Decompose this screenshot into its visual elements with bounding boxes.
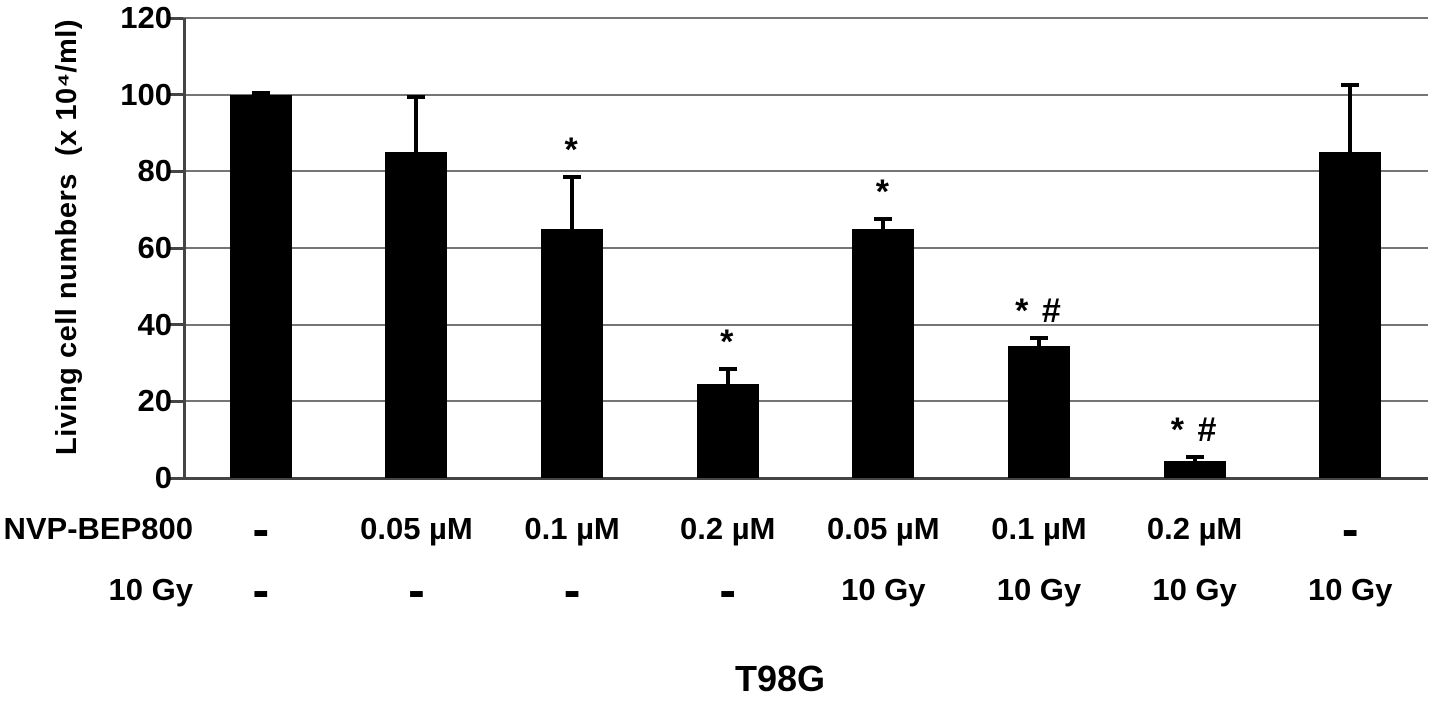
x-label-cell: - [563,562,581,618]
y-axis-tick [170,476,183,480]
gridline [183,400,1428,403]
y-tick-label: 20 [137,383,172,419]
bar [696,384,759,478]
y-tick-label: 60 [137,230,172,265]
x-label-cell: 10 Gy [996,572,1082,607]
bar [852,228,915,478]
error-bar [881,217,886,229]
x-row-label-radiation: 10 Gy [108,572,193,607]
chart-title: T98G [734,658,826,699]
error-bar-cap [718,366,737,371]
bar [1007,345,1070,478]
significance-annotation: * [875,173,891,212]
x-label-cell: 10 Gy [1152,572,1237,607]
error-bar [725,366,730,385]
x-label-cell: 0.2 µM [679,511,776,546]
x-row-label-drug: NVP-BEP800 [3,511,193,546]
y-tick-label: 120 [120,0,172,35]
y-tick-label: 80 [137,153,172,189]
y-axis-tick [170,399,183,403]
error-bar-cap [407,94,426,99]
y-axis-line [183,18,186,478]
significance-annotation: * # [1015,292,1063,331]
significance-annotation: * [564,131,580,170]
y-axis-tick [170,169,183,173]
y-axis-tick [170,93,183,97]
y-tick-label: 100 [120,76,172,112]
y-axis-tick [170,246,183,250]
significance-annotation: * # [1170,411,1219,449]
bar [541,228,604,478]
significance-annotation: * [720,322,736,361]
error-bar-cap [563,175,582,180]
bar [1163,460,1226,478]
x-label-cell: 0.05 µM [826,511,940,546]
y-axis-tick [170,16,183,20]
x-label-cell: - [408,562,425,618]
gridline [183,170,1428,173]
error-bar-cap [1029,336,1048,341]
error-bar [1036,336,1041,346]
y-tick-label: 40 [137,306,172,342]
x-label-cell: - [719,562,737,618]
error-bar [1348,83,1353,153]
x-axis-line [183,477,1428,480]
x-label-cell: 10 Gy [1307,572,1393,607]
x-label-cell: 10 Gy [841,572,926,607]
x-label-cell: - [252,501,270,557]
gridline [183,93,1428,96]
bar [229,94,292,478]
error-bar [414,94,419,153]
error-bar [570,175,575,229]
x-label-cell: 0.1 µM [524,511,620,546]
x-label-cell: - [1341,501,1359,557]
error-bar-cap [1341,83,1360,88]
gridline [183,247,1428,249]
error-bar-cap [251,90,270,95]
gridline [183,17,1428,19]
x-label-cell: - [252,562,270,618]
gridline [183,323,1428,326]
x-label-cell: 0.2 µM [1146,511,1243,546]
y-axis-tick [170,323,183,327]
error-bar-cap [874,217,893,222]
bar [1319,152,1382,478]
y-tick-label: 0 [154,460,172,495]
error-bar-cap [1185,455,1204,459]
x-label-cell: 0.05 µM [360,511,473,546]
x-label-cell: 0.1 µM [991,511,1087,546]
bar [385,152,448,478]
